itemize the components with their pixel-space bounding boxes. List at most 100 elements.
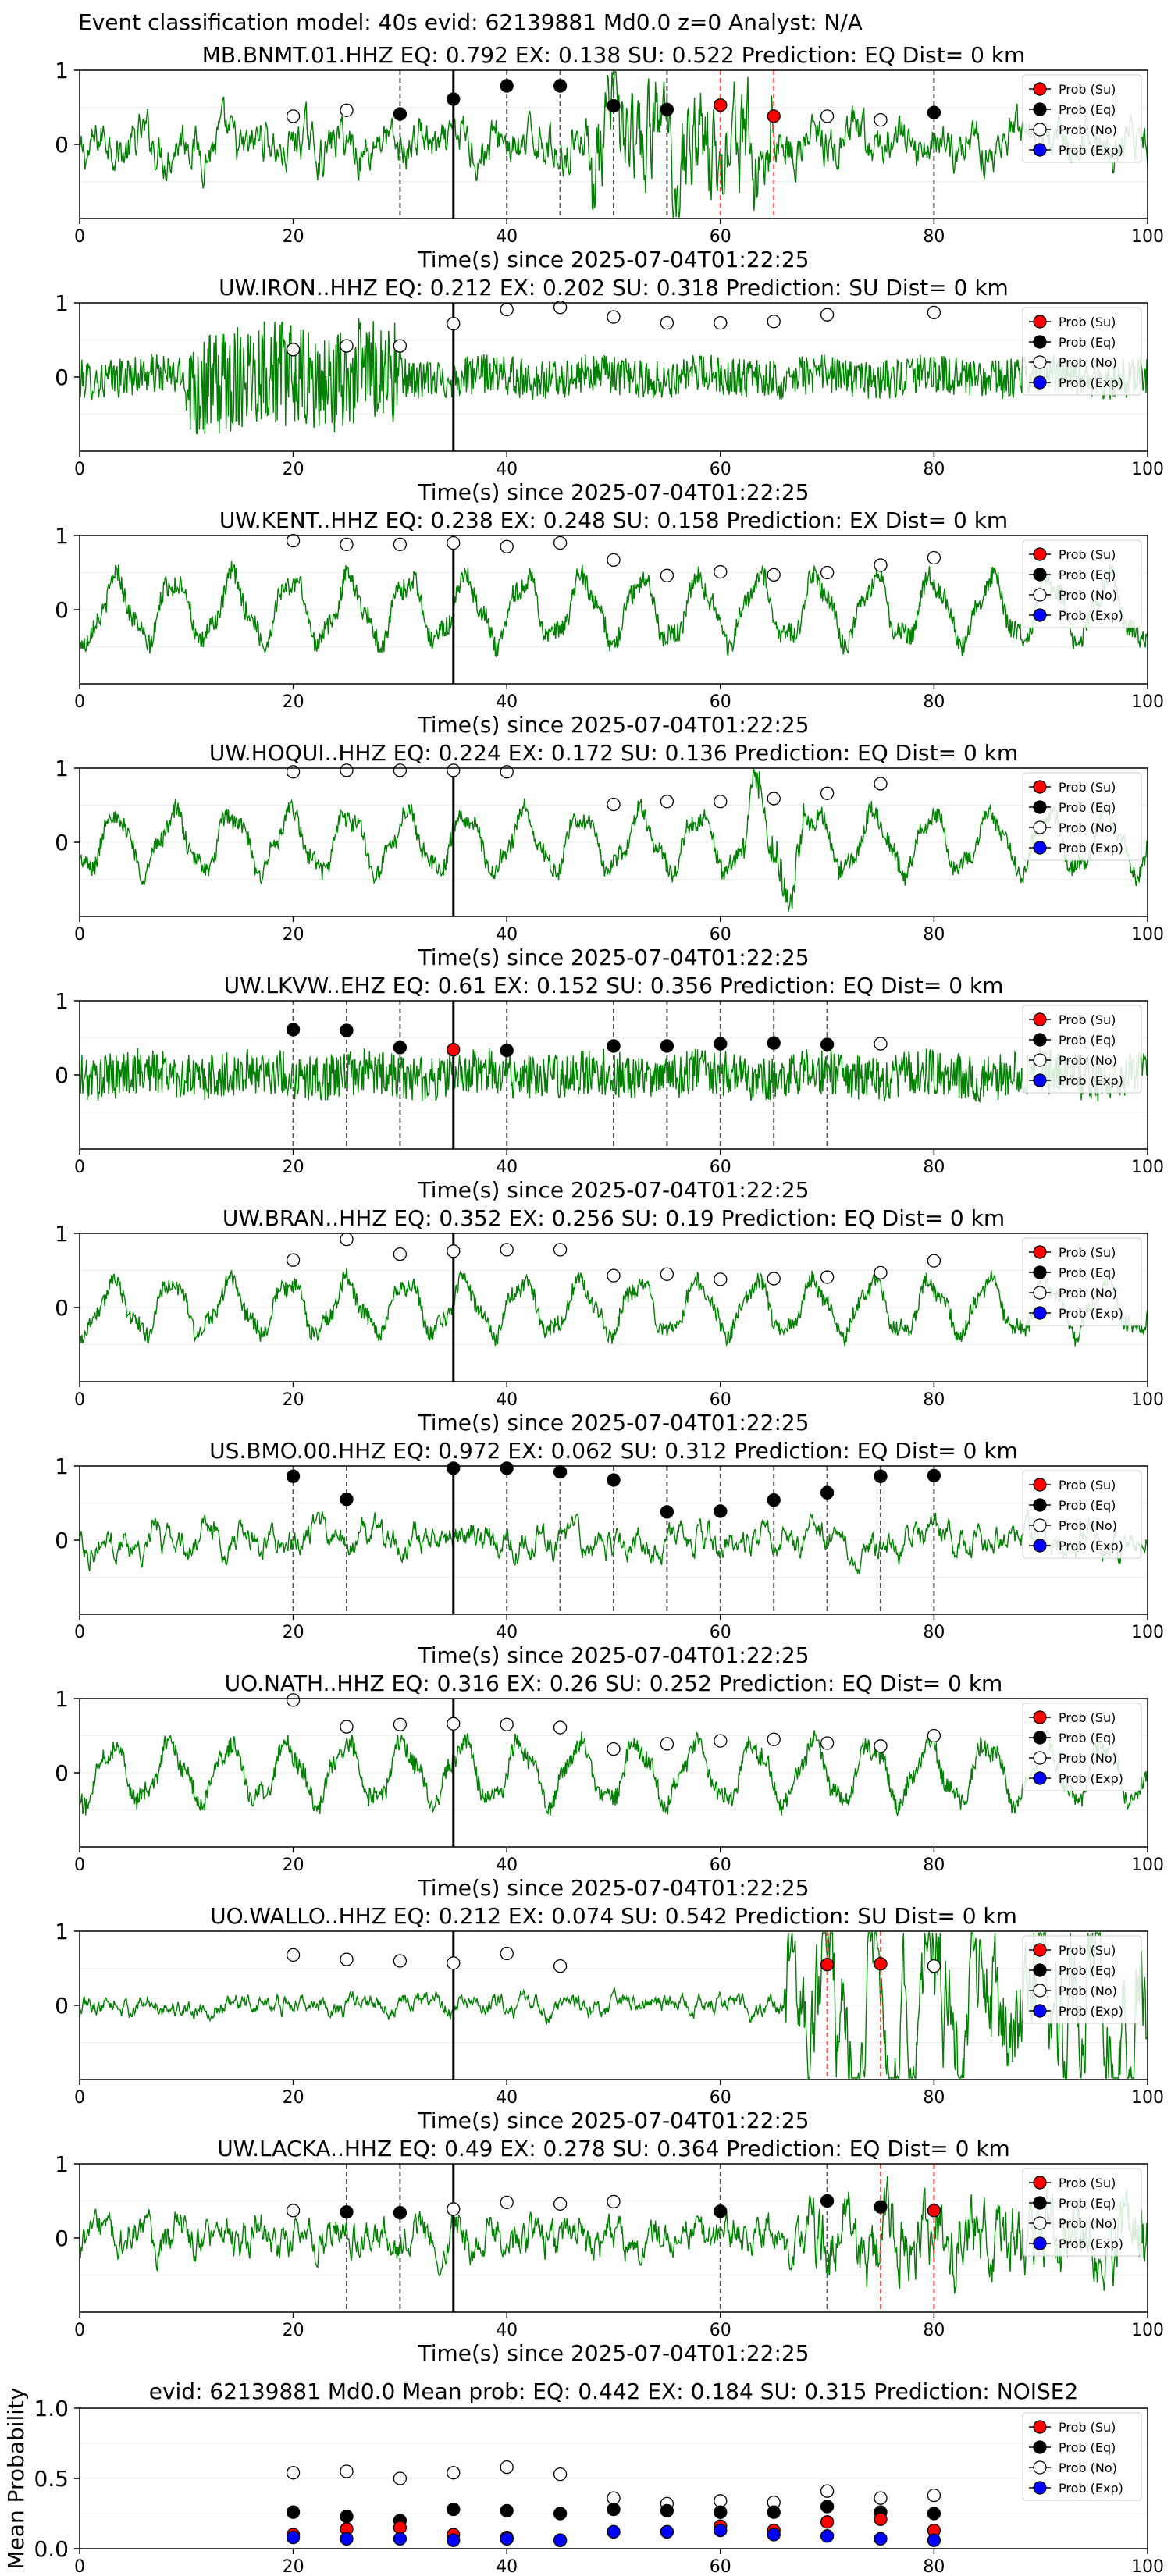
panel-title: UW.BRAN..HHZ EQ: 0.352 EX: 0.256 SU: 0.1… <box>222 1205 1005 1231</box>
x-tick-label: 20 <box>283 1390 304 1410</box>
x-tick-label: 20 <box>283 925 304 945</box>
legend-marker-eq <box>1033 2196 1047 2210</box>
legend-label-exp: Prob (Exp) <box>1059 1073 1123 1088</box>
mean-point-no <box>553 2467 568 2482</box>
waveform-trace <box>79 768 1148 913</box>
station-panel: UW.KENT..HHZ EQ: 0.238 EX: 0.248 SU: 0.1… <box>55 507 1164 738</box>
y-tick-label: 1 <box>55 58 69 84</box>
legend-label-no: Prob (No) <box>1059 355 1117 370</box>
x-tick-label: 0 <box>74 1390 85 1410</box>
panel-title: UO.WALLO..HHZ EQ: 0.212 EX: 0.074 SU: 0.… <box>210 1903 1017 1929</box>
legend-label-eq: Prob (Eq) <box>1059 1731 1116 1745</box>
legend-marker-eq <box>1033 1731 1047 1745</box>
x-tick-label: 0 <box>74 227 85 247</box>
prob-point-no <box>767 1732 781 1746</box>
prob-point-eq <box>767 1493 781 1507</box>
prob-point-su <box>714 98 728 112</box>
legend-marker-su <box>1033 82 1047 96</box>
x-axis-label: Time(s) since 2025-07-04T01:22:25 <box>417 1410 809 1436</box>
mean-point-exp <box>927 2533 941 2547</box>
x-tick-label: 80 <box>923 2088 945 2108</box>
y-tick-label: 1 <box>55 1919 69 1944</box>
y-tick-label: 0 <box>55 1993 69 2019</box>
legend-box <box>1022 1470 1142 1559</box>
legend-marker-su <box>1033 547 1047 561</box>
prob-point-no <box>874 1037 888 1051</box>
x-tick-label: 40 <box>496 2557 518 2576</box>
prob-point-no <box>447 1244 461 1258</box>
legend-label-eq: Prob (Eq) <box>1059 1033 1116 1048</box>
y-tick-label: 1 <box>55 1453 69 1479</box>
prob-point-no <box>714 795 728 809</box>
x-tick-label: 100 <box>1131 2321 1164 2340</box>
prob-point-eq <box>767 1036 781 1050</box>
mean-point-no <box>874 2491 888 2505</box>
mean-point-eq <box>286 2505 301 2519</box>
mean-point-exp <box>767 2528 781 2542</box>
waveform-trace <box>79 2176 1148 2294</box>
y-tick-label: 0 <box>55 2226 69 2251</box>
legend-label-eq: Prob (Eq) <box>1059 568 1116 582</box>
x-tick-label: 60 <box>710 1856 731 1875</box>
legend-label-su: Prob (Su) <box>1059 1710 1116 1725</box>
prob-point-no <box>553 1243 568 1257</box>
prob-point-no <box>714 1734 728 1748</box>
panel-title: UW.IRON..HHZ EQ: 0.212 EX: 0.202 SU: 0.3… <box>219 275 1009 301</box>
prob-point-no <box>553 2197 568 2211</box>
x-tick-label: 100 <box>1131 2557 1164 2576</box>
legend-marker-no <box>1033 355 1047 369</box>
x-tick-label: 40 <box>496 925 518 945</box>
y-tick-label: 1 <box>55 756 69 781</box>
legend-label-exp: Prob (Exp) <box>1059 2004 1123 2019</box>
prob-point-eq <box>447 1461 461 1475</box>
x-tick-label: 80 <box>923 1390 945 1410</box>
x-tick-label: 80 <box>923 227 945 247</box>
prob-point-no <box>393 1717 408 1731</box>
station-panel: UO.NATH..HHZ EQ: 0.316 EX: 0.26 SU: 0.25… <box>55 1670 1164 1901</box>
mean-point-no <box>714 2494 728 2508</box>
y-tick-label: 0 <box>55 597 69 623</box>
x-tick-label: 20 <box>283 1158 304 1177</box>
legend-label-eq: Prob (Eq) <box>1059 1265 1116 1280</box>
x-axis-label: Time(s) since 2025-07-04T01:22:25 <box>417 2340 809 2366</box>
legend-marker-no <box>1033 1984 1047 1998</box>
prob-point-eq <box>714 1037 728 1051</box>
mean-point-su <box>874 2512 888 2526</box>
x-tick-label: 80 <box>923 1856 945 1875</box>
station-panel: UW.BRAN..HHZ EQ: 0.352 EX: 0.256 SU: 0.1… <box>55 1205 1164 1436</box>
prob-point-no <box>340 103 354 117</box>
prob-point-no <box>607 310 621 324</box>
prob-point-no <box>714 564 728 579</box>
legend-box <box>1022 1237 1142 1326</box>
mean-point-exp <box>393 2532 408 2546</box>
legend-marker-no <box>1033 1053 1047 1067</box>
x-tick-label: 100 <box>1131 692 1164 712</box>
station-panel: UW.IRON..HHZ EQ: 0.212 EX: 0.202 SU: 0.3… <box>55 275 1164 505</box>
prob-point-no <box>820 1270 835 1284</box>
x-tick-label: 40 <box>496 1390 518 1410</box>
prob-point-no <box>393 339 408 353</box>
mean-point-no <box>927 2488 941 2503</box>
prob-point-no <box>927 550 941 565</box>
x-tick-label: 60 <box>710 2321 731 2340</box>
legend-label-su: Prob (Su) <box>1059 1478 1116 1493</box>
x-tick-label: 60 <box>710 2557 731 2576</box>
panel-title: UW.LKVW..EHZ EQ: 0.61 EX: 0.152 SU: 0.35… <box>224 973 1004 998</box>
y-tick-label: 1 <box>55 290 69 316</box>
legend-label-su: Prob (Su) <box>1059 780 1116 795</box>
x-tick-label: 40 <box>496 1623 518 1642</box>
x-tick-label: 100 <box>1131 1390 1164 1410</box>
x-tick-label: 40 <box>496 2088 518 2108</box>
x-tick-label: 40 <box>496 227 518 247</box>
prob-point-eq <box>874 1469 888 1483</box>
waveform-trace <box>79 1507 1148 1575</box>
prob-point-eq <box>820 1485 835 1500</box>
legend-label-no: Prob (No) <box>1059 2460 1117 2475</box>
legend-marker-exp <box>1033 2004 1047 2018</box>
mean-point-exp <box>660 2524 674 2539</box>
panel-title: UW.LACKA..HHZ EQ: 0.49 EX: 0.278 SU: 0.3… <box>217 2136 1010 2161</box>
legend-marker-eq <box>1033 102 1047 116</box>
legend-label-no: Prob (No) <box>1059 1053 1117 1068</box>
y-tick-label: 0.5 <box>34 2466 69 2492</box>
